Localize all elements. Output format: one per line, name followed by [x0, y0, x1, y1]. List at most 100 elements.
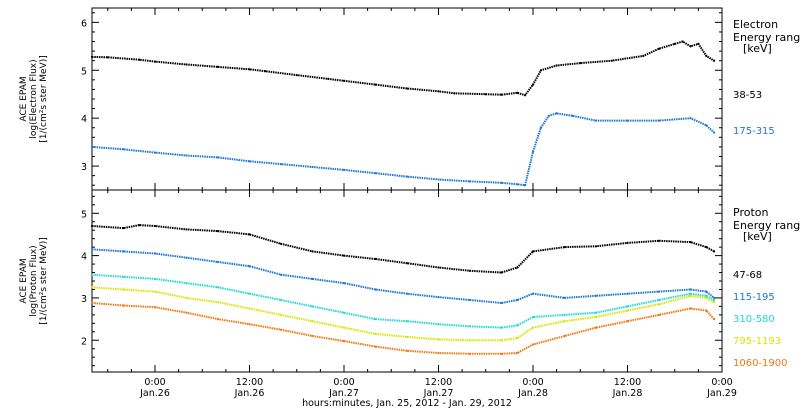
proton-series-3-point	[705, 294, 708, 297]
proton-series-5-point	[122, 304, 125, 307]
electron-series-1-point	[657, 47, 661, 50]
electron-series-2-point	[571, 114, 574, 117]
electron-series-2-point	[657, 119, 661, 122]
proton-series-3-point	[500, 326, 503, 329]
proton-series-3-point	[468, 325, 472, 328]
proton-x-ticks	[107, 190, 723, 372]
electron-series	[90, 40, 716, 187]
proton-series-4-point	[689, 294, 692, 297]
proton-series-3-point	[342, 311, 346, 314]
proton-series-2-point	[705, 290, 708, 293]
electron-series-1-point	[138, 58, 141, 61]
electron-series-2-point	[437, 178, 440, 181]
electron-series-2-point	[311, 165, 314, 169]
electron-series-1-point	[248, 68, 251, 71]
proton-series-3-point	[279, 298, 283, 302]
electron-series-2-point	[626, 119, 629, 122]
proton-series-2-point	[657, 290, 661, 293]
proton-series-3-line	[91, 273, 715, 329]
electron-series-1-point	[579, 62, 582, 65]
proton-series-2-point	[90, 248, 94, 251]
proton-series-3-point	[516, 324, 519, 327]
electron-series-1-point	[713, 59, 716, 62]
proton-series-5-point	[713, 318, 716, 321]
proton-series-3-point	[594, 311, 598, 314]
proton-series-2-point	[689, 288, 692, 291]
electron-series-2-point	[500, 181, 503, 184]
electron-y-label-line-1: ACE EPAM	[19, 76, 29, 121]
proton-series-1-point	[516, 266, 519, 269]
proton-series-4-point	[405, 335, 409, 338]
proton-series-4-point	[122, 288, 125, 291]
proton-series-2-point	[626, 292, 629, 295]
proton-series-2-point	[185, 256, 188, 259]
proton-series-1-point	[594, 245, 598, 248]
electron-plot-frame	[91, 7, 723, 191]
proton-series-5-point	[185, 311, 188, 314]
electron-y-label-line-2: log(Electron Flux)	[29, 59, 39, 138]
proton-series-3-point	[689, 292, 692, 295]
electron-series-2-point	[713, 131, 716, 134]
electron-series-1-point	[516, 91, 519, 94]
x-tick-date-label: Jan.28	[612, 388, 643, 399]
proton-series-2-line	[91, 248, 715, 304]
proton-series-3-point	[437, 323, 440, 326]
proton-series-3-point	[153, 277, 157, 280]
proton-legend-entry: 1060-1900	[733, 358, 788, 369]
electron-series-1-point	[90, 55, 94, 59]
proton-series-1-point	[153, 224, 157, 228]
electron-series-1-point	[405, 87, 409, 90]
proton-series-1-point	[374, 257, 377, 261]
electron-series-1-point	[539, 69, 543, 72]
electron-series-1-point	[555, 64, 558, 67]
electron-series-1-point	[437, 90, 440, 93]
proton-series-5-point	[311, 334, 314, 338]
proton-series-4-point	[531, 326, 535, 329]
proton-series-1-point	[689, 241, 692, 244]
proton-series-5-point	[689, 307, 692, 310]
proton-series-5-point	[405, 349, 409, 352]
proton-series-4-point	[516, 337, 519, 340]
proton-series-2-point	[279, 273, 283, 276]
electron-series-1-point	[610, 59, 613, 62]
proton-y-tick-label: 4	[81, 252, 87, 263]
proton-series-3-point	[311, 305, 314, 308]
x-tick-time-label: 12:00	[614, 377, 641, 388]
proton-series-4-point	[311, 320, 314, 323]
proton-series-1-point	[122, 227, 125, 230]
electron-series-2-point	[539, 126, 543, 129]
electron-series-2-point	[374, 172, 377, 175]
proton-series-1-point	[138, 224, 141, 227]
proton-series-5-point	[626, 320, 629, 323]
proton-legend-entry: 47-68	[733, 270, 762, 281]
proton-series-4-point	[563, 320, 566, 323]
electron-series-2-point	[689, 117, 692, 120]
electron-series-1-point	[681, 40, 684, 43]
proton-series-1-point	[468, 269, 472, 272]
proton-series-1-line	[91, 224, 715, 274]
proton-series-3-point	[563, 313, 566, 316]
electron-y-tick-label: 3	[81, 162, 87, 173]
proton-series-3-point	[122, 275, 125, 278]
proton-series-1-point	[248, 233, 251, 236]
proton-legend-title-1: Proton	[733, 206, 768, 219]
proton-legend-title-2: Energy range	[733, 219, 800, 232]
proton-series-5-point	[657, 313, 661, 316]
electron-series-2-point	[524, 184, 527, 187]
electron-series-1-point	[106, 56, 109, 59]
proton-legend-entry: 310-580	[733, 314, 775, 325]
proton-series-5-point	[279, 328, 283, 331]
proton-series-3-point	[185, 282, 188, 285]
electron-series-2-point	[555, 112, 558, 115]
proton-series-1-point	[216, 230, 220, 233]
proton-series-1-point	[531, 250, 535, 253]
proton-series-4-point	[713, 301, 716, 304]
proton-series-5-point	[90, 301, 94, 305]
proton-series-2-point	[374, 288, 377, 291]
proton-series-3-point	[90, 273, 94, 276]
proton-series-5-line	[91, 302, 715, 355]
proton-series-2-point	[437, 296, 440, 299]
electron-series-2-point	[90, 145, 94, 148]
electron-series-1-point	[500, 93, 503, 96]
proton-legend-title-3: [keV]	[743, 230, 772, 243]
